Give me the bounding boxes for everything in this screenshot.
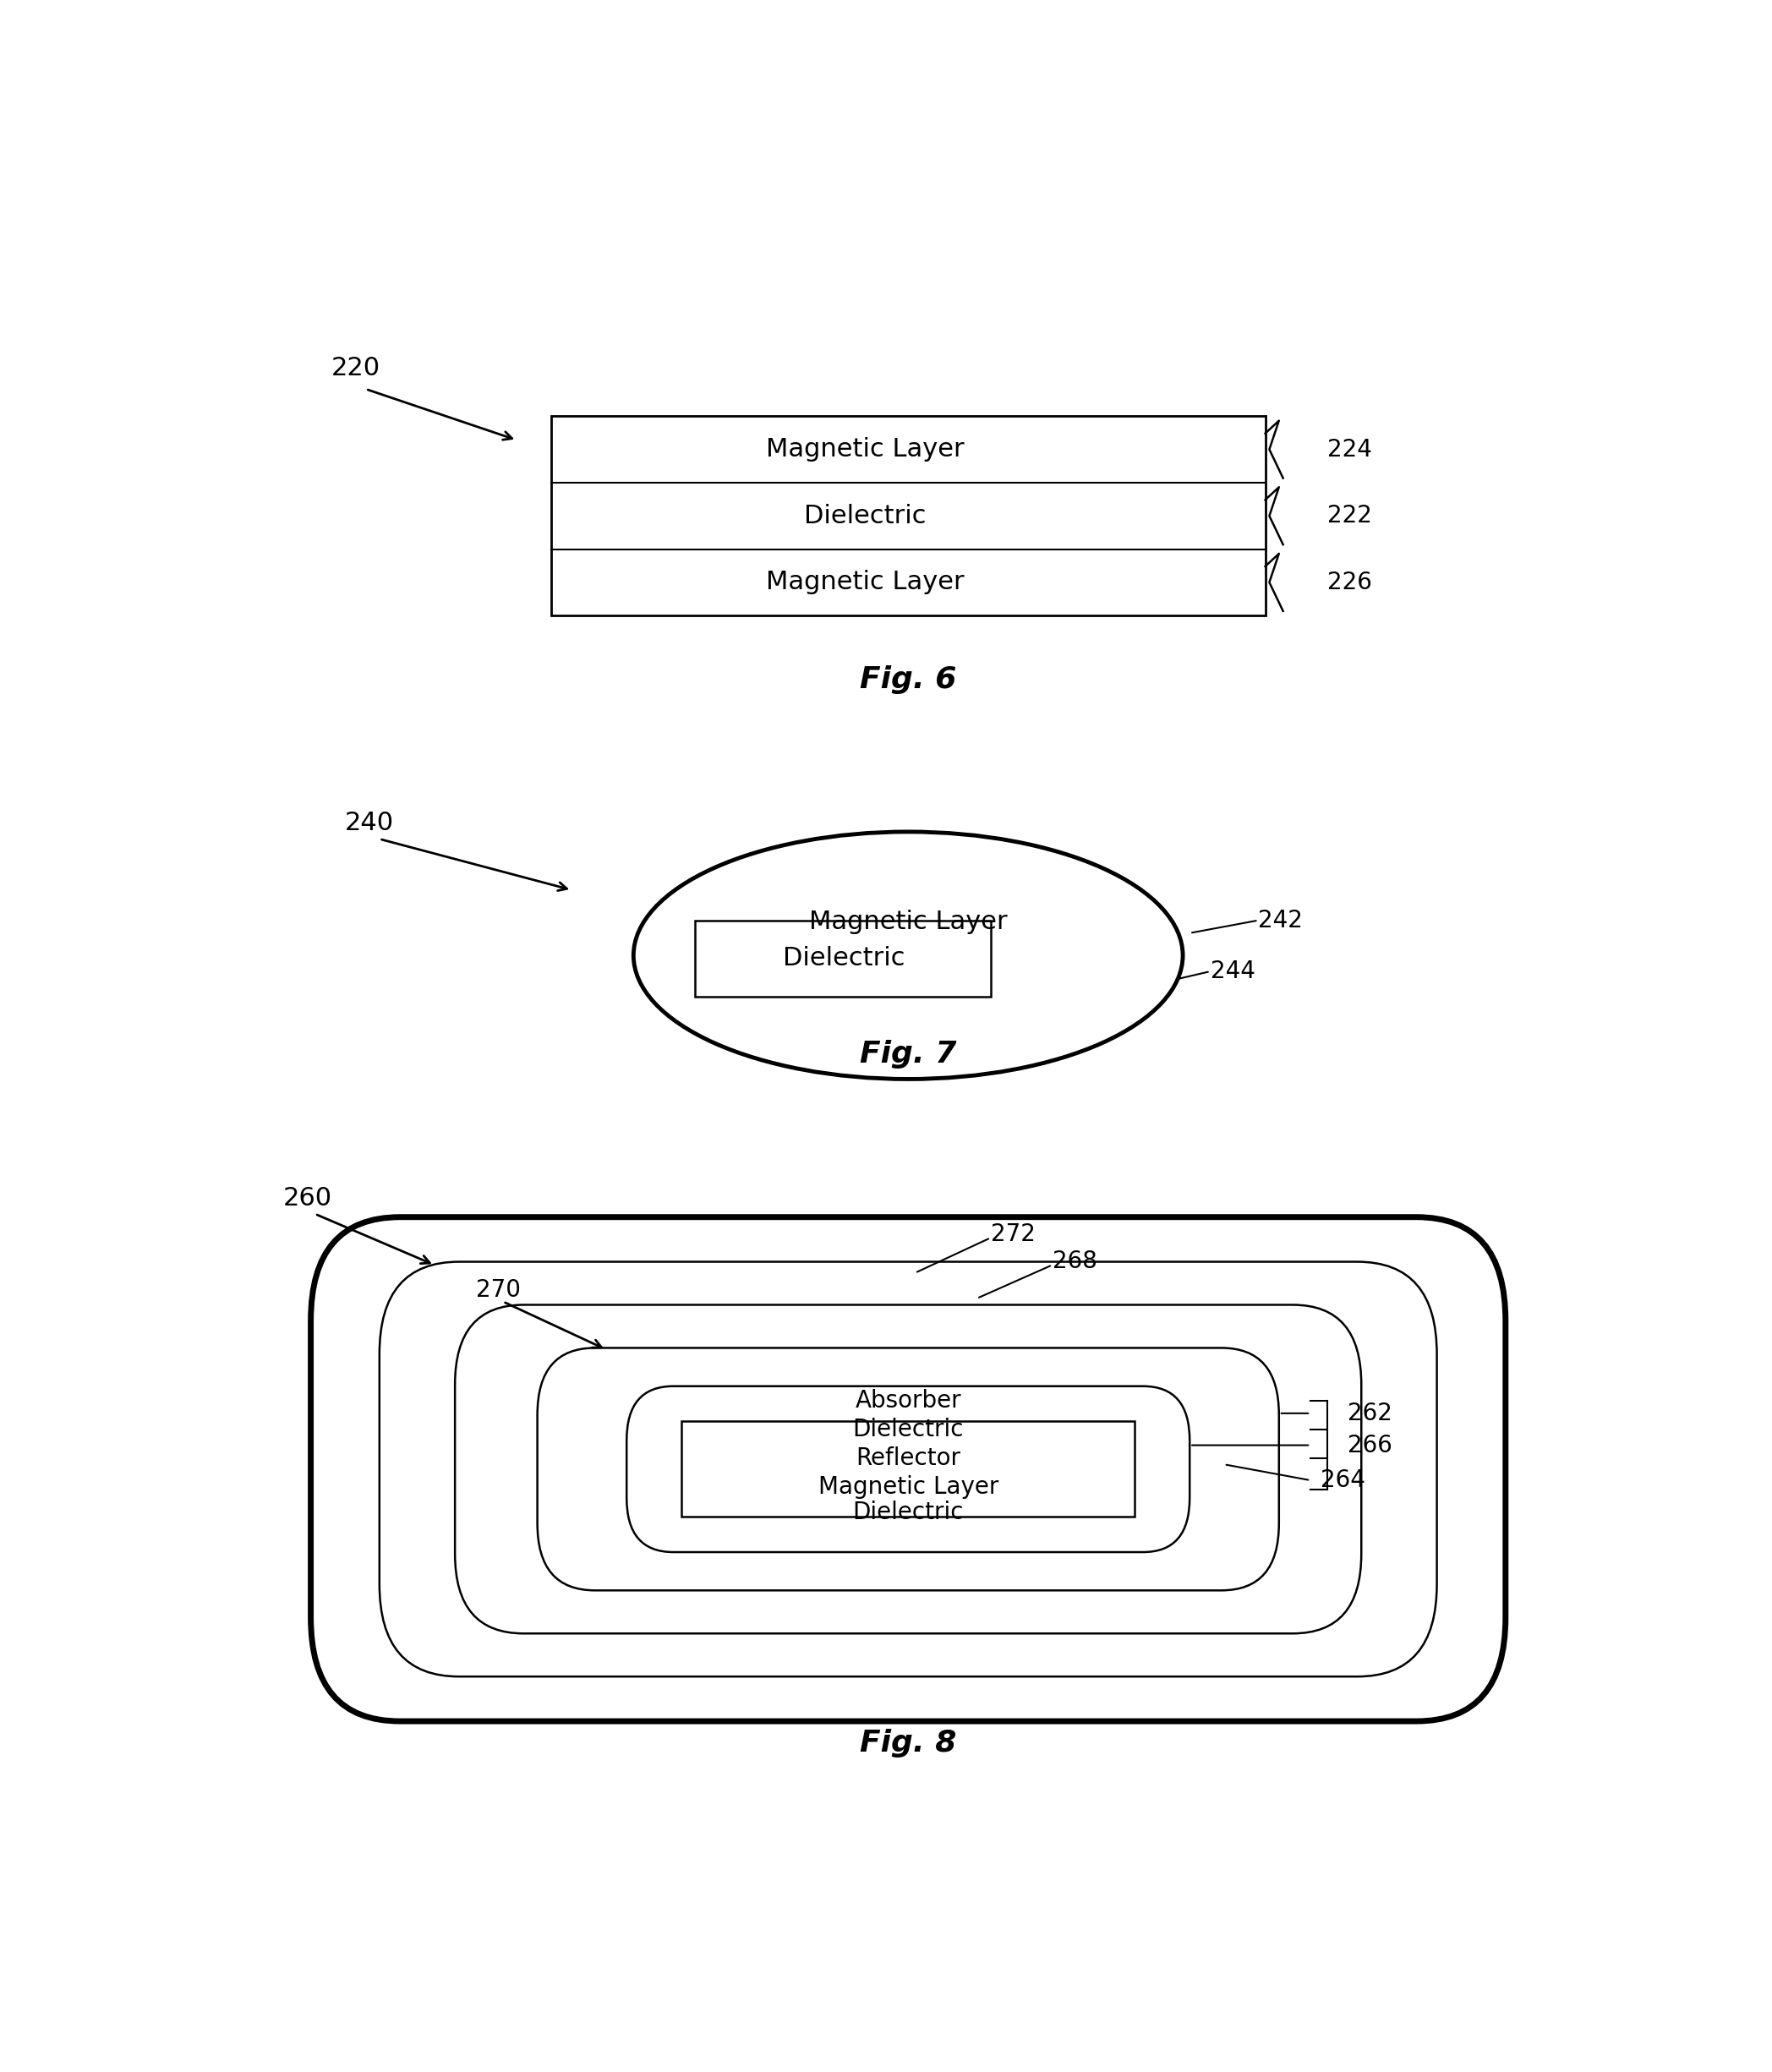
Text: Dielectric: Dielectric	[804, 503, 927, 528]
Text: Fig. 8: Fig. 8	[859, 1730, 957, 1757]
FancyBboxPatch shape	[627, 1386, 1189, 1552]
FancyBboxPatch shape	[379, 1262, 1437, 1676]
Text: 262: 262	[1347, 1401, 1393, 1426]
Text: Dielectric: Dielectric	[852, 1500, 964, 1525]
Text: 226: 226	[1327, 570, 1372, 595]
FancyBboxPatch shape	[310, 1216, 1506, 1722]
Text: 268: 268	[1053, 1249, 1097, 1272]
Text: Magnetic Layer: Magnetic Layer	[819, 1475, 998, 1498]
Text: 240: 240	[346, 810, 393, 835]
Text: 266: 266	[1347, 1434, 1393, 1457]
Bar	[695, 920, 991, 997]
Text: Reflector: Reflector	[856, 1446, 960, 1469]
Text: 242: 242	[1258, 908, 1302, 932]
Text: 220: 220	[331, 356, 381, 381]
Text: Absorber: Absorber	[856, 1388, 960, 1413]
Text: 224: 224	[1327, 437, 1372, 462]
Text: Fig. 6: Fig. 6	[859, 665, 957, 694]
Text: 222: 222	[1327, 503, 1372, 528]
Text: 270: 270	[475, 1278, 521, 1301]
Text: 244: 244	[1210, 959, 1255, 984]
Text: 272: 272	[991, 1222, 1035, 1245]
FancyBboxPatch shape	[537, 1349, 1279, 1591]
Text: Dielectric: Dielectric	[783, 947, 905, 972]
Bar	[682, 1421, 1134, 1517]
Text: Dielectric: Dielectric	[852, 1417, 964, 1442]
Text: 260: 260	[284, 1185, 333, 1210]
Text: Fig. 7: Fig. 7	[859, 1040, 957, 1069]
Bar	[551, 416, 1265, 615]
FancyBboxPatch shape	[455, 1305, 1361, 1633]
Text: Magnetic Layer: Magnetic Layer	[766, 570, 964, 595]
Text: 264: 264	[1320, 1469, 1364, 1492]
Ellipse shape	[633, 831, 1184, 1080]
Text: Magnetic Layer: Magnetic Layer	[766, 437, 964, 462]
Text: Magnetic Layer: Magnetic Layer	[810, 910, 1006, 934]
